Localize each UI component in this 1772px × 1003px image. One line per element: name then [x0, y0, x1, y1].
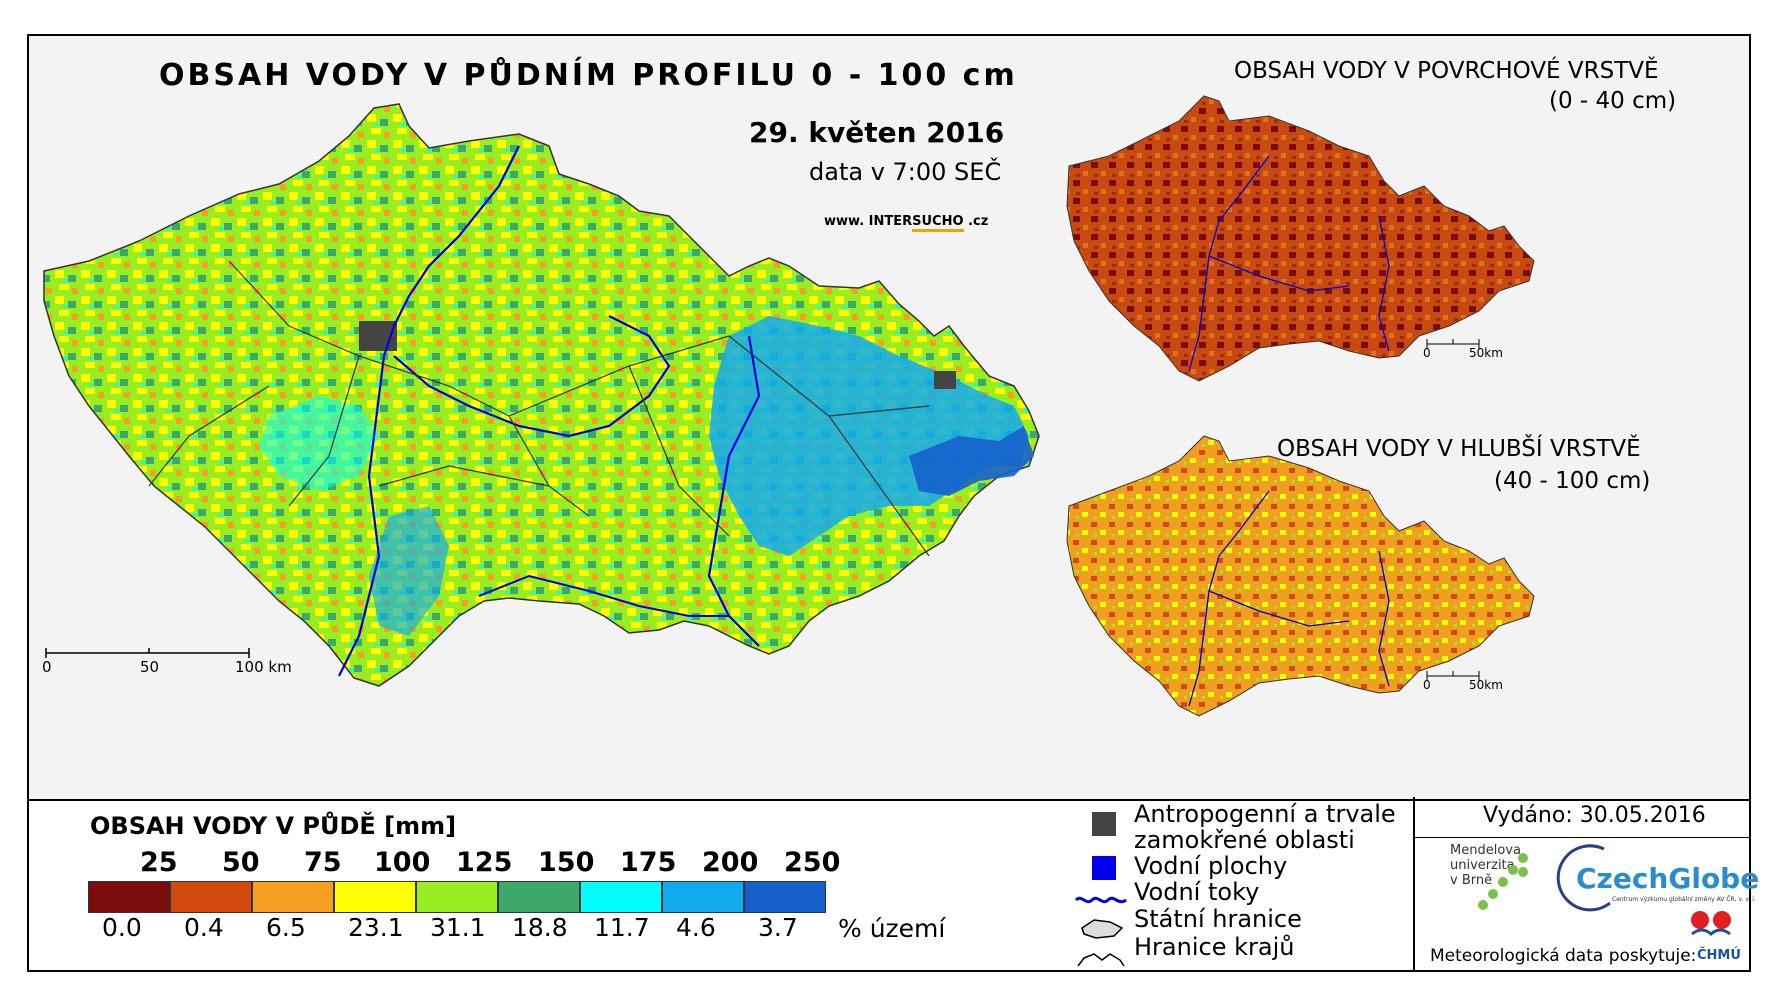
legend-color-cell [744, 881, 826, 913]
legend-threshold-value: 200 [702, 847, 759, 878]
legend-percent-value: 23.1 [348, 913, 404, 942]
surface-scalebar [1426, 339, 1480, 349]
surface-map-range: (0 - 40 cm) [1549, 88, 1677, 114]
czechglobe-logo-subtitle: Centrum výzkumu globální změny AV ČR, v.… [1612, 896, 1756, 903]
legend-color-cell [170, 881, 252, 913]
legend-color-cell [334, 881, 416, 913]
legend-title: OBSAH VODY V PŮDĚ [mm] [90, 812, 457, 840]
main-map-title: OBSAH VODY V PŮDNÍM PROFILU 0 - 100 cm [159, 58, 1018, 93]
map-frame: OBSAH VODY V PŮDNÍM PROFILU 0 - 100 cm 2… [27, 34, 1751, 972]
legend-threshold-value: 150 [538, 847, 595, 878]
map-date: 29. květen 2016 [749, 116, 1005, 149]
web-suffix: .cz [963, 214, 989, 229]
legend-threshold-value: 250 [784, 847, 841, 878]
legend-state-border: Státní hranice [1134, 905, 1302, 933]
meteo-provider-text: Meteorologická data poskytuje: [1430, 946, 1697, 966]
deep-map-range: (40 - 100 cm) [1494, 468, 1651, 494]
issued-divider [1413, 837, 1751, 838]
legend-water-bodies: Vodní plochy [1134, 852, 1288, 880]
website-link[interactable]: www. INTERSUCHO .cz [824, 214, 989, 232]
deep-scale-label-0: 0 [1423, 678, 1431, 692]
surface-map-title: OBSAH VODY V POVRCHOVÉ VRSTVĚ [1234, 58, 1659, 84]
legend-threshold-value: 175 [620, 847, 677, 878]
deep-rivers [1188, 490, 1390, 707]
surface-rivers [1188, 155, 1390, 372]
legend-percent-value: 3.7 [758, 913, 798, 942]
surface-scale-label-0: 0 [1423, 346, 1431, 360]
legend-anthropogenic-1: Antropogenní a trvale [1134, 800, 1396, 828]
web-prefix: www. INTER [824, 214, 913, 229]
map-panel: OBSAH VODY V PŮDNÍM PROFILU 0 - 100 cm 2… [29, 36, 1749, 801]
legend-color-cell [498, 881, 580, 913]
legend-threshold-value: 50 [222, 847, 260, 878]
cyan-zone [259, 396, 379, 491]
percent-territory-label: % území [838, 914, 946, 943]
deep-scalebar [1426, 671, 1480, 681]
legend-percent-value: 18.8 [512, 913, 568, 942]
blue-square-icon [1092, 856, 1116, 880]
legend-threshold-value: 25 [140, 847, 178, 878]
gray-square-icon [1092, 812, 1116, 836]
czechglobe-logo-text: CzechGlobe [1576, 862, 1760, 895]
main-map [43, 103, 1040, 687]
map-time: data v 7:00 SEČ [809, 158, 1002, 186]
deep-map-title: OBSAH VODY V HLUBŠÍ VRSTVĚ [1277, 436, 1641, 462]
legend-color-cell [416, 881, 498, 913]
globe-arc-icon [1556, 844, 1611, 912]
main-scale-label-0: 0 [42, 658, 52, 676]
mendel-logo-text: Mendelova univerzita v Brně [1450, 843, 1521, 888]
state-border-icon [1081, 919, 1124, 939]
czech-outline-deep [1066, 435, 1535, 717]
legend-percent-value: 6.5 [266, 913, 306, 942]
maps-svg [43, 95, 1535, 717]
legend-percent-value: 0.0 [102, 913, 142, 942]
web-highlight: SUCHO [912, 214, 964, 232]
legend-threshold-value: 75 [304, 847, 342, 878]
legend-percent-value: 31.1 [430, 913, 486, 942]
vltava-river [338, 145, 520, 677]
main-scalebar [45, 648, 250, 658]
chmu-drops-icon [1691, 911, 1731, 937]
ostrava-urban-area [934, 371, 956, 389]
elbe-river [393, 315, 671, 438]
legend-anthropogenic-2: zamokřené oblasti [1134, 826, 1355, 854]
legend-color-cell [662, 881, 744, 913]
legend-threshold-value: 100 [374, 847, 431, 878]
legend-divider [1413, 797, 1415, 972]
chmu-logo-text: ČHMÚ [1697, 948, 1741, 963]
region-borders [148, 260, 930, 557]
legend-percent-value: 11.7 [594, 913, 650, 942]
main-scale-label-50: 50 [140, 658, 160, 676]
surface-scale-label-50: 50km [1469, 346, 1503, 360]
surface-layer-map [1066, 95, 1535, 382]
main-scale-label-100: 100 km [235, 658, 292, 676]
legend-line-icons [1074, 896, 1127, 967]
deep-blue-patch [909, 426, 1034, 496]
czech-outline-surface [1066, 95, 1535, 382]
legend-rivers: Vodní toky [1134, 878, 1260, 906]
legend-region-border: Hranice krajů [1134, 933, 1295, 961]
cyan-zone-2 [369, 506, 449, 636]
legend-color-cell [580, 881, 662, 913]
issued-date: Vydáno: 30.05.2016 [1483, 803, 1706, 828]
legend-percent-value: 0.4 [184, 913, 224, 942]
mendel-dots-icon [1478, 853, 1528, 910]
legend-threshold-value: 125 [456, 847, 513, 878]
dyje-river [478, 574, 729, 617]
region-border-icon [1077, 953, 1125, 967]
legend-color-cell [88, 881, 170, 913]
legend-percent-value: 4.6 [676, 913, 716, 942]
river-line-icon [1074, 896, 1127, 904]
deep-scale-label-50: 50km [1469, 678, 1503, 692]
legend-color-cell [252, 881, 334, 913]
deep-layer-map [1066, 435, 1535, 717]
